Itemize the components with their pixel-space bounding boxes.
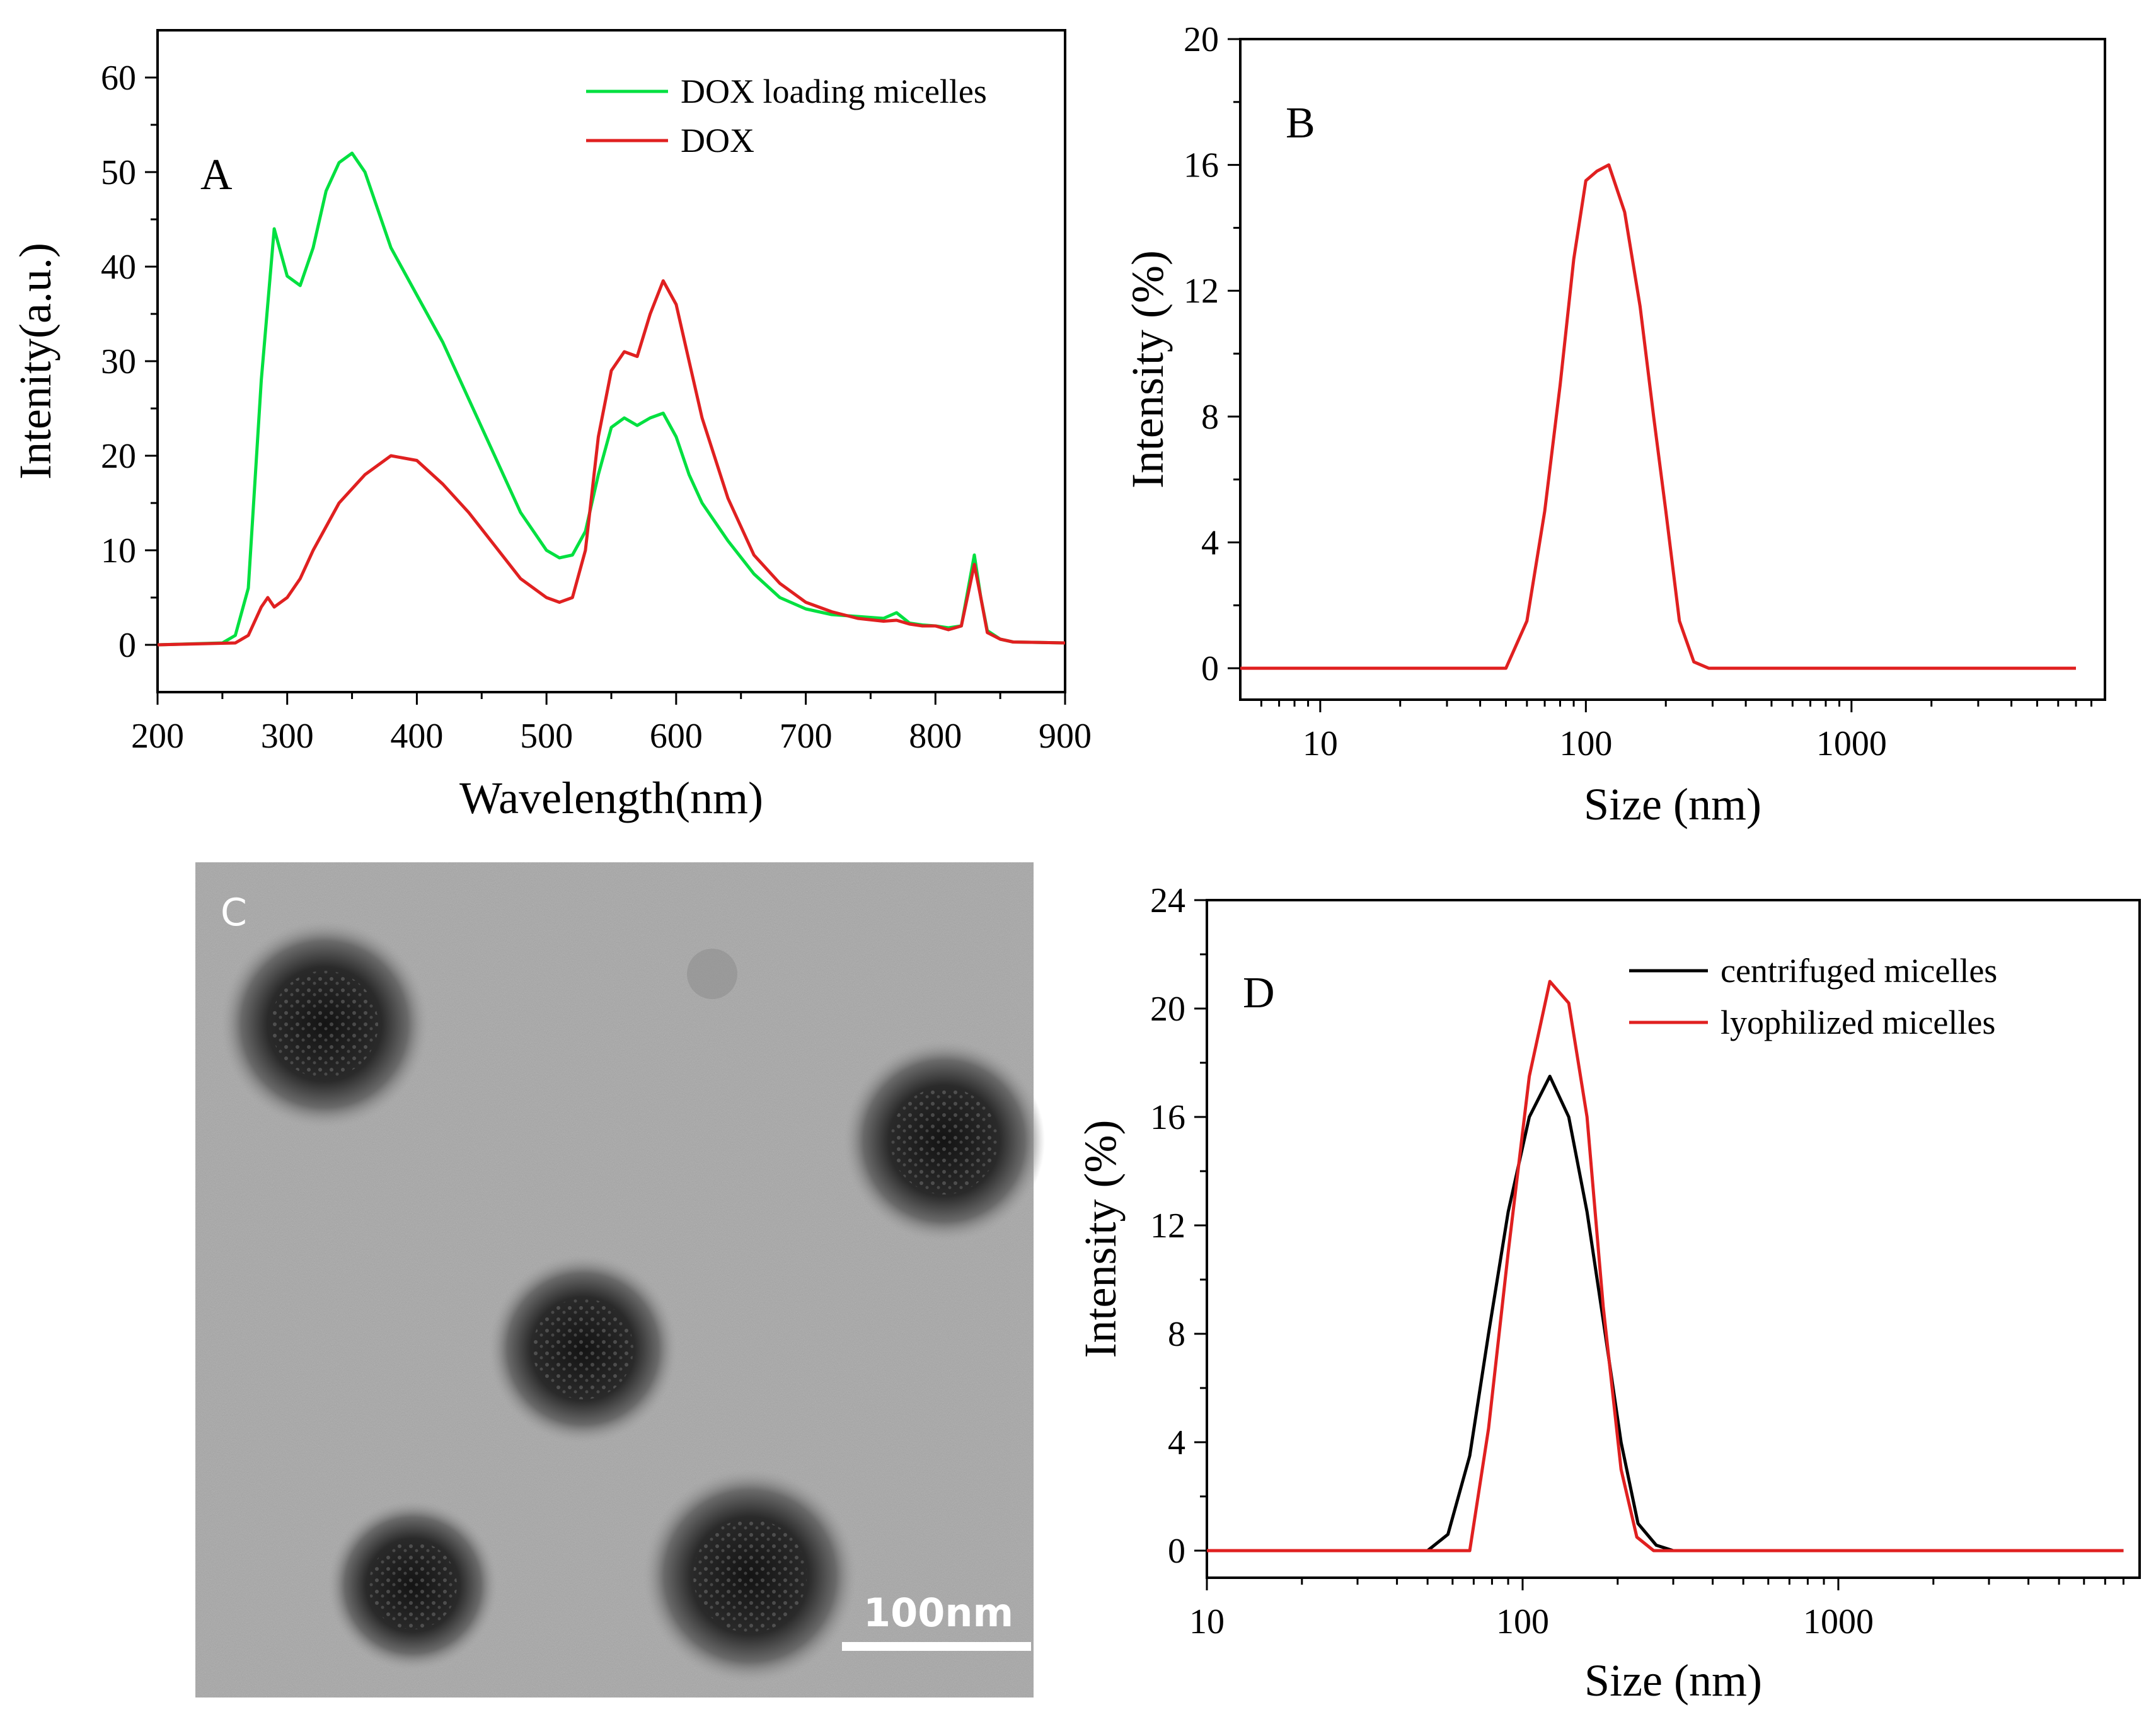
panel-d-letter: D bbox=[1243, 969, 1275, 1017]
y-tick-label: 4 bbox=[1201, 523, 1219, 562]
series-line-dox bbox=[157, 279, 1066, 647]
micelle-core-texture bbox=[693, 1519, 807, 1633]
panel-a-letter: A bbox=[200, 151, 233, 199]
y-axis-label: Intensity (%) bbox=[1075, 1120, 1126, 1358]
x-axis-label: Size (nm) bbox=[1584, 779, 1761, 830]
y-tick-label: 8 bbox=[1201, 398, 1219, 437]
x-tick-label: 600 bbox=[650, 717, 703, 756]
micelle-core-texture bbox=[271, 971, 378, 1078]
x-tick-label: 100 bbox=[1559, 724, 1612, 763]
y-tick-label: 24 bbox=[1150, 881, 1185, 920]
y-tick-label: 0 bbox=[118, 626, 136, 665]
y-tick-label: 16 bbox=[1150, 1098, 1185, 1137]
x-tick-label: 200 bbox=[131, 717, 184, 756]
scale-bar bbox=[842, 1642, 1031, 1651]
x-tick-label: 800 bbox=[909, 717, 962, 756]
panel-c-tem-image: C 100nm bbox=[195, 862, 1045, 1698]
legend-label: DOX loading micelles bbox=[681, 72, 987, 110]
y-tick-label: 8 bbox=[1168, 1315, 1185, 1354]
panel-b-line-chart: B 0 4 8 12 16 20 10 100 1000 Size (nm) Intensity (… bbox=[1122, 20, 2106, 830]
x-tick-label: 900 bbox=[1039, 717, 1092, 756]
panel-a-frame bbox=[156, 29, 1066, 693]
x-axis-label: Wavelength(nm) bbox=[459, 773, 763, 823]
panel-d-line-chart: D 0 4 8 12 16 20 24 10 100 1000 Size (nm) Intensity… bbox=[1075, 881, 2141, 1706]
series-line-series-0 bbox=[1240, 163, 2076, 670]
y-tick-label: 40 bbox=[101, 248, 136, 287]
x-tick-label: 10 bbox=[1303, 724, 1338, 763]
series-line-centrifuged-micelles bbox=[1207, 1075, 2124, 1553]
y-tick-label: 20 bbox=[1184, 20, 1219, 59]
y-tick-label: 0 bbox=[1201, 649, 1219, 688]
y-axis-label: Intensity (%) bbox=[1122, 250, 1173, 489]
y-tick-label: 0 bbox=[1168, 1532, 1185, 1571]
x-tick-label: 1000 bbox=[1816, 724, 1887, 763]
legend-label: centrifuged micelles bbox=[1721, 952, 1997, 990]
y-tick-label: 10 bbox=[101, 531, 136, 570]
y-tick-label: 12 bbox=[1184, 272, 1219, 311]
panel-d-frame bbox=[1206, 899, 2141, 1579]
x-tick-label: 10 bbox=[1189, 1602, 1225, 1641]
y-axis-label: Intenity(a.u.) bbox=[10, 243, 61, 480]
y-tick-label: 20 bbox=[101, 437, 136, 476]
legend-label: lyophilized micelles bbox=[1721, 1003, 1995, 1041]
x-tick-label: 100 bbox=[1496, 1602, 1549, 1641]
series-line-dox-loading-micelles bbox=[157, 151, 1066, 647]
panel-b-frame bbox=[1239, 38, 2106, 701]
y-tick-label: 16 bbox=[1184, 146, 1219, 185]
panel-b-letter: B bbox=[1286, 99, 1315, 147]
x-tick-label: 400 bbox=[390, 717, 443, 756]
faint-particle bbox=[687, 949, 737, 999]
y-tick-label: 30 bbox=[101, 342, 136, 381]
x-tick-label: 300 bbox=[261, 717, 314, 756]
x-axis-label: Size (nm) bbox=[1584, 1655, 1762, 1706]
y-tick-label: 4 bbox=[1168, 1423, 1185, 1462]
micelle-core-texture bbox=[369, 1541, 457, 1629]
y-tick-label: 60 bbox=[101, 59, 136, 98]
panel-c-letter: C bbox=[221, 891, 247, 935]
y-tick-label: 20 bbox=[1150, 990, 1185, 1029]
y-tick-label: 50 bbox=[101, 153, 136, 192]
y-tick-label: 12 bbox=[1150, 1206, 1185, 1246]
series-line-lyophilized-micelles bbox=[1207, 980, 2124, 1553]
x-tick-label: 500 bbox=[520, 717, 573, 756]
micelle-core-texture bbox=[891, 1087, 998, 1194]
panel-a-line-chart: A 0 10 20 30 40 50 60 200 300 400 500 600 700 800 900 W… bbox=[10, 29, 1092, 823]
legend-label: DOX bbox=[681, 122, 754, 159]
scale-bar-label: 100nm bbox=[863, 1590, 1013, 1636]
micelle-core-texture bbox=[533, 1298, 633, 1399]
x-tick-label: 700 bbox=[780, 717, 833, 756]
x-tick-label: 1000 bbox=[1803, 1602, 1874, 1641]
